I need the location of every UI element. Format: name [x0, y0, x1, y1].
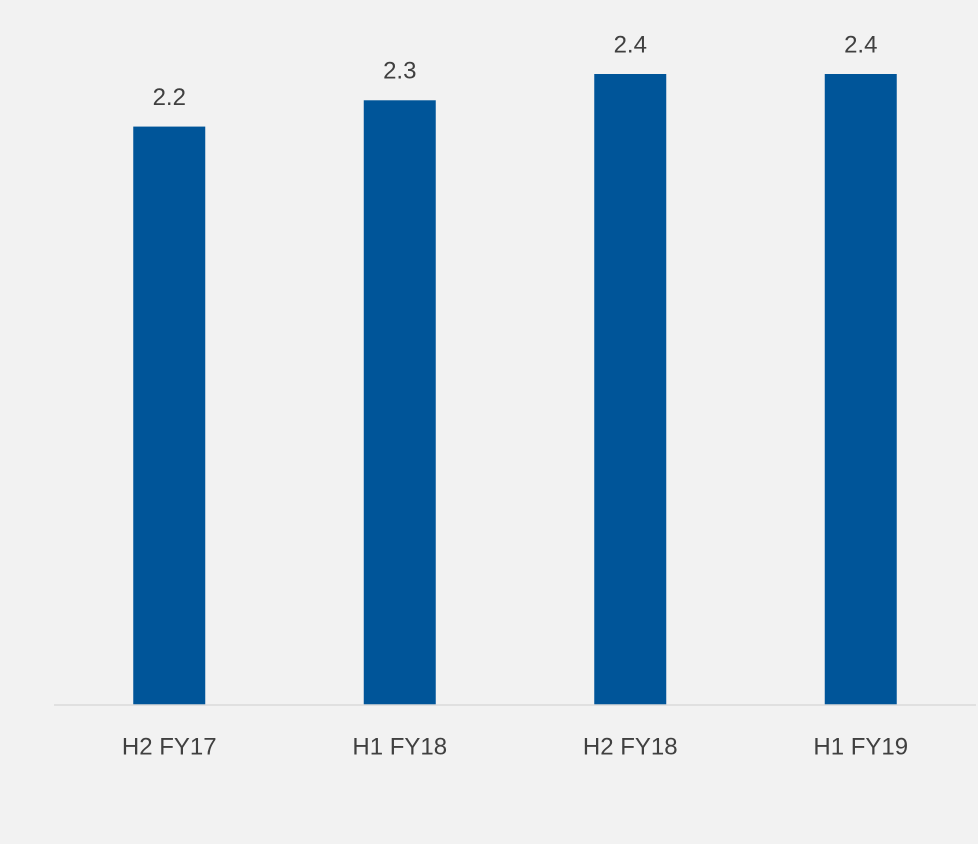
bar	[594, 74, 667, 705]
x-tick-label: H1 FY19	[813, 733, 908, 760]
data-label: 2.2	[153, 84, 186, 111]
bar	[133, 126, 206, 706]
bar	[824, 74, 897, 705]
x-tick-label: H2 FY18	[583, 733, 678, 760]
x-tick-label: H1 FY18	[352, 733, 447, 760]
bar	[363, 100, 436, 705]
data-label: 2.4	[844, 31, 877, 58]
data-label: 2.3	[383, 58, 416, 85]
data-label: 2.4	[614, 31, 647, 58]
x-tick-label: H2 FY17	[122, 733, 217, 760]
